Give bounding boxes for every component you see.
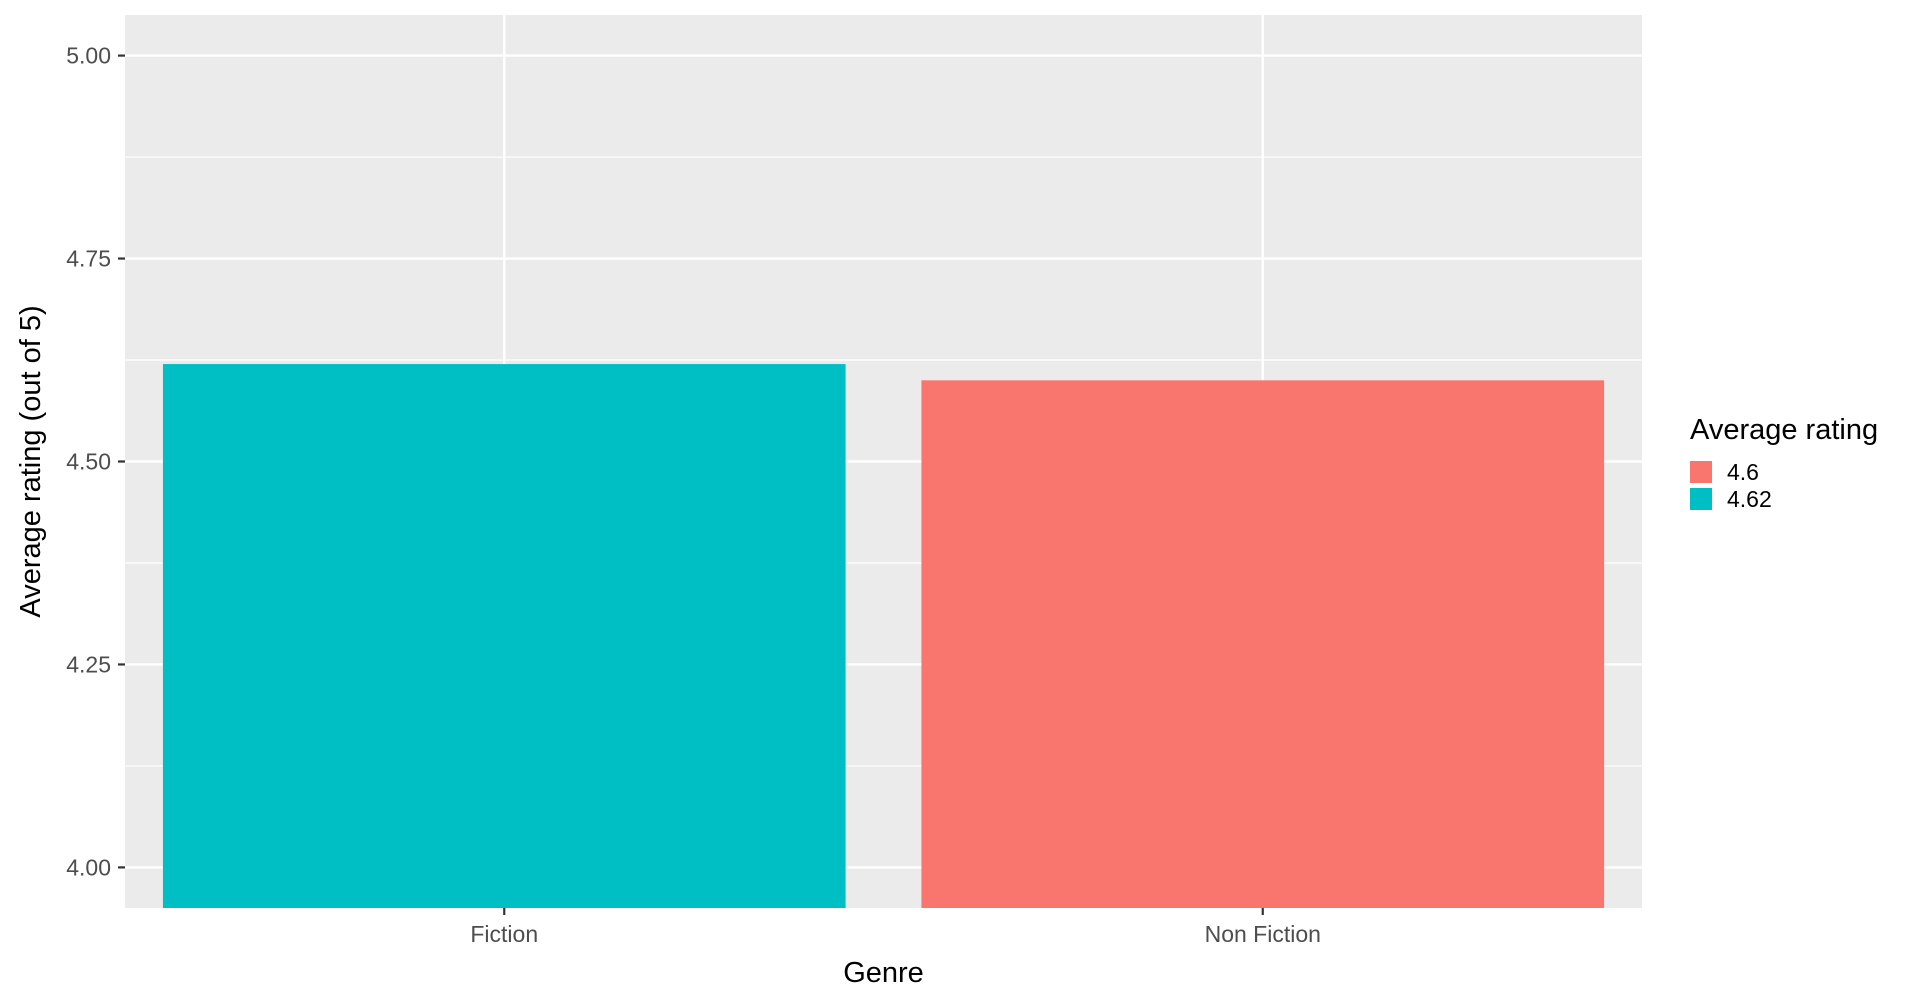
x-axis: Fiction Non Fiction bbox=[470, 908, 1321, 947]
y-axis-title: Average rating (out of 5) bbox=[15, 305, 47, 617]
legend-swatch bbox=[1690, 488, 1712, 510]
bar-fiction bbox=[162, 364, 846, 909]
x-tick-label: Non Fiction bbox=[1205, 921, 1321, 947]
y-tick-label: 5.00 bbox=[66, 43, 111, 69]
bars bbox=[162, 364, 1605, 909]
legend-label: 4.62 bbox=[1727, 486, 1772, 512]
y-tick-label: 4.25 bbox=[66, 651, 111, 677]
y-axis: 4.00 4.25 4.50 4.75 5.00 bbox=[66, 43, 125, 880]
x-tick-label: Fiction bbox=[470, 921, 538, 947]
legend: Average rating 4.64.62 bbox=[1690, 414, 1878, 512]
legend-title: Average rating bbox=[1690, 414, 1878, 446]
y-tick-label: 4.75 bbox=[66, 246, 111, 272]
legend-label: 4.6 bbox=[1727, 459, 1759, 485]
bar-non-fiction bbox=[921, 380, 1605, 908]
y-tick-label: 4.50 bbox=[66, 449, 111, 475]
y-tick-label: 4.00 bbox=[66, 854, 111, 880]
legend-swatch bbox=[1690, 461, 1712, 483]
x-axis-title: Genre bbox=[843, 957, 924, 989]
